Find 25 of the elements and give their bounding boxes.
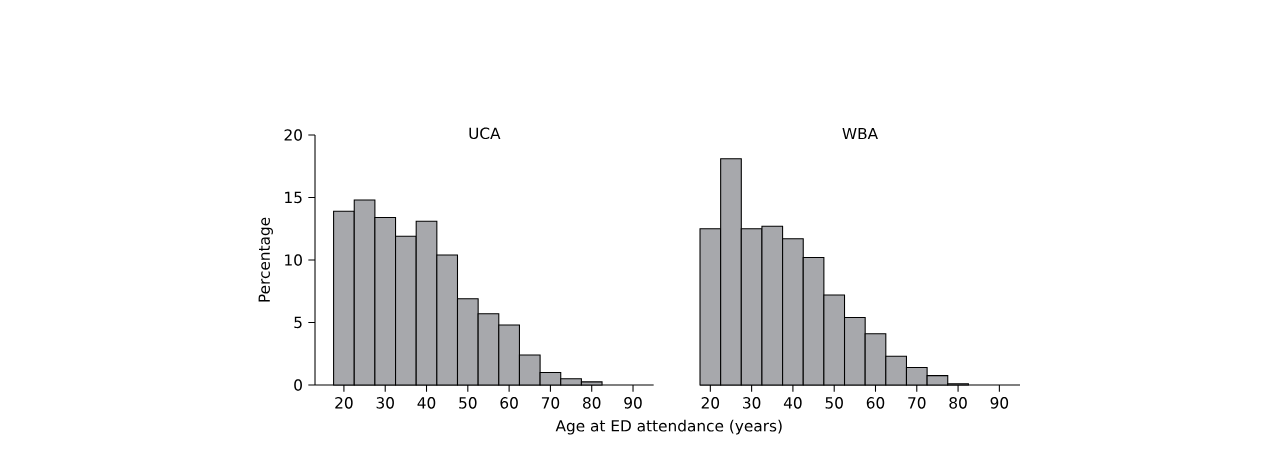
y-tick-label: 5 xyxy=(294,316,302,329)
chart-title: WBA xyxy=(842,127,878,140)
x-tick-label: 90 xyxy=(990,397,1009,409)
x-tick-label: 30 xyxy=(743,397,761,409)
x-tick-label: 60 xyxy=(500,397,518,409)
x-axis-title: Age at ED attendance (years) xyxy=(555,419,782,435)
x-tick-label: 70 xyxy=(908,397,926,409)
x-tick-label: 90 xyxy=(624,397,642,409)
y-axis-title: Percentage xyxy=(258,217,273,302)
y-tick-label: 0 xyxy=(294,379,302,391)
x-tick-label: 70 xyxy=(541,397,560,409)
x-tick-label: 40 xyxy=(783,397,802,409)
x-tick-label: 20 xyxy=(335,397,353,409)
y-tick-label: 20 xyxy=(284,129,302,141)
chart-title: UCA xyxy=(469,127,501,140)
y-tick-label: 10 xyxy=(285,254,302,266)
x-tick-label: 40 xyxy=(417,397,436,409)
x-tick-label: 50 xyxy=(459,397,477,409)
y-tick-label: 15 xyxy=(285,191,302,204)
x-tick-label: 60 xyxy=(866,397,885,409)
x-tick-label: 80 xyxy=(583,397,601,409)
x-tick-label: 30 xyxy=(376,397,394,409)
x-tick-label: 80 xyxy=(949,397,967,409)
x-tick-label: 50 xyxy=(825,397,843,409)
x-tick-label: 20 xyxy=(701,397,720,409)
